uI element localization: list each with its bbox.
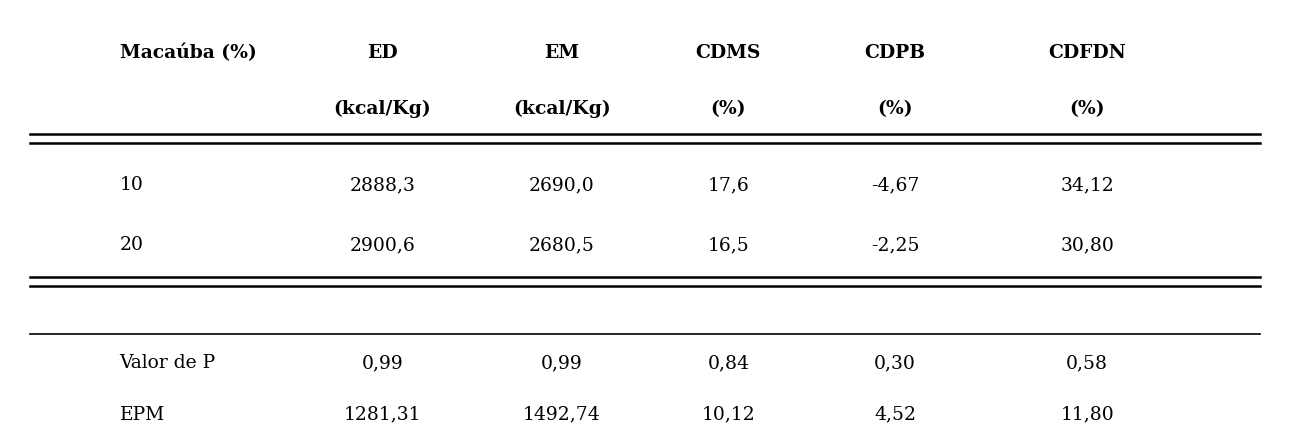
Text: -4,67: -4,67 <box>871 176 918 194</box>
Text: 4,52: 4,52 <box>873 404 916 423</box>
Text: 0,84: 0,84 <box>707 354 749 372</box>
Text: 34,12: 34,12 <box>1060 176 1115 194</box>
Text: (%): (%) <box>877 99 912 118</box>
Text: 2680,5: 2680,5 <box>529 236 595 253</box>
Text: (kcal/Kg): (kcal/Kg) <box>513 99 610 118</box>
Text: Valor de P: Valor de P <box>120 354 215 372</box>
Text: 1281,31: 1281,31 <box>343 404 421 423</box>
Text: 17,6: 17,6 <box>707 176 749 194</box>
Text: CDPB: CDPB <box>864 44 925 62</box>
Text: 30,80: 30,80 <box>1060 236 1115 253</box>
Text: 20: 20 <box>120 236 143 253</box>
Text: CDFDN: CDFDN <box>1049 44 1126 62</box>
Text: 2900,6: 2900,6 <box>350 236 415 253</box>
Text: EPM: EPM <box>120 404 165 423</box>
Text: 0,99: 0,99 <box>541 354 583 372</box>
Text: (%): (%) <box>1069 99 1106 118</box>
Text: 0,58: 0,58 <box>1066 354 1108 372</box>
Text: ED: ED <box>366 44 397 62</box>
Text: 16,5: 16,5 <box>707 236 749 253</box>
Text: -2,25: -2,25 <box>871 236 920 253</box>
Text: (%): (%) <box>711 99 746 118</box>
Text: CDMS: CDMS <box>695 44 761 62</box>
Text: 10,12: 10,12 <box>702 404 755 423</box>
Text: 11,80: 11,80 <box>1060 404 1115 423</box>
Text: EM: EM <box>544 44 579 62</box>
Text: 0,30: 0,30 <box>875 354 916 372</box>
Text: 2690,0: 2690,0 <box>529 176 595 194</box>
Text: 1492,74: 1492,74 <box>522 404 601 423</box>
Text: 10: 10 <box>120 176 143 194</box>
Text: (kcal/Kg): (kcal/Kg) <box>333 99 431 118</box>
Text: 2888,3: 2888,3 <box>350 176 415 194</box>
Text: Macaúba (%): Macaúba (%) <box>120 44 257 62</box>
Text: 0,99: 0,99 <box>361 354 404 372</box>
